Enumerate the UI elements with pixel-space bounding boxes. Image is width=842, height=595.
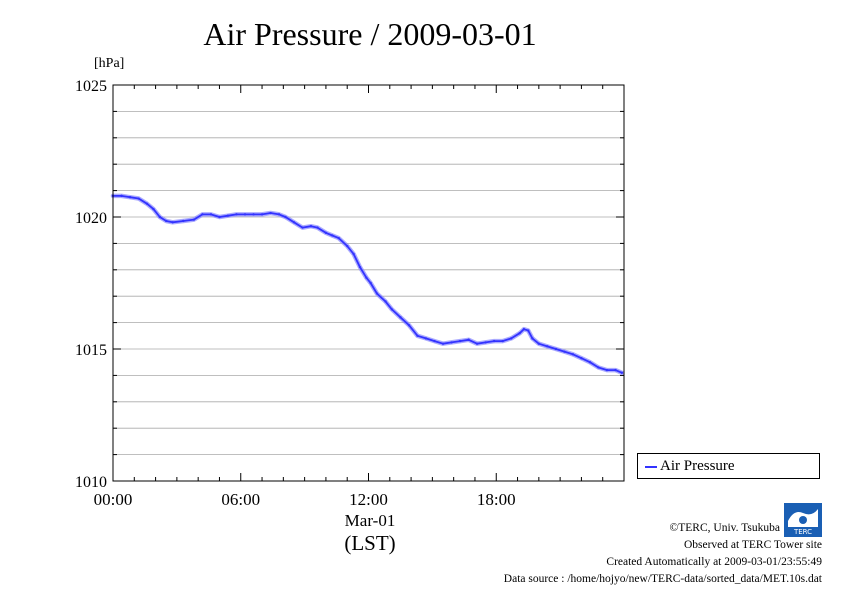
logo-text: TERC <box>793 528 812 536</box>
legend-line-swatch <box>645 466 657 468</box>
footer-created-time: Created Automatically at 2009-03-01/23:5… <box>606 556 822 568</box>
data-point <box>399 316 402 319</box>
data-point <box>416 334 419 337</box>
x-tick-label: 18:00 <box>477 490 516 509</box>
data-point <box>597 366 600 369</box>
data-point <box>620 371 624 374</box>
data-point <box>580 357 583 360</box>
data-point <box>509 337 513 340</box>
data-point <box>441 342 445 345</box>
y-axis-unit-label: [hPa] <box>94 56 125 71</box>
data-point <box>171 221 174 224</box>
data-point <box>484 341 487 344</box>
data-point <box>358 265 362 269</box>
data-point <box>563 350 566 353</box>
data-point <box>365 276 368 279</box>
data-point <box>331 234 334 237</box>
data-point <box>292 221 296 224</box>
x-tick-label: 12:00 <box>349 490 388 509</box>
footer-data-source: Data source : /home/hojyo/new/TERC-data/… <box>503 573 822 585</box>
y-tick-label: 1025 <box>75 78 107 95</box>
data-point <box>277 213 281 216</box>
y-tick-label: 1020 <box>75 210 107 227</box>
data-point <box>243 213 247 216</box>
data-point <box>467 338 470 341</box>
data-point <box>526 329 530 332</box>
data-point <box>475 342 479 345</box>
plot-frame <box>112 84 625 482</box>
tick-labels: 1010 1015 1020 1025 00:00 06:00 12:00 18:00 <box>75 78 516 509</box>
data-point <box>537 342 541 345</box>
data-point <box>458 339 462 343</box>
data-point <box>201 213 204 216</box>
data-point <box>316 226 319 229</box>
legend: Air Pressure <box>637 453 820 479</box>
data-point <box>390 308 394 311</box>
data-point <box>324 231 328 235</box>
data-point <box>614 368 617 372</box>
data-point <box>588 361 592 364</box>
data-point <box>309 225 313 228</box>
x-tick-label: 00:00 <box>94 490 133 509</box>
data-point <box>346 244 349 248</box>
data-point <box>492 339 496 343</box>
data-point <box>522 328 526 331</box>
data-point <box>137 197 140 200</box>
data-point <box>209 213 213 216</box>
data-point <box>571 353 575 356</box>
series-line-air-pressure <box>112 194 623 374</box>
footer-copyright: ©TERC, Univ. Tsukuba <box>669 522 780 534</box>
data-point <box>375 292 379 295</box>
data-point <box>145 202 149 205</box>
y-tick-label: 1015 <box>75 342 107 359</box>
data-point <box>531 337 534 340</box>
data-point <box>352 252 355 256</box>
data-point <box>301 226 304 229</box>
data-point <box>554 347 558 351</box>
data-point <box>128 196 132 199</box>
legend-label: Air Pressure <box>660 458 735 474</box>
x-axis-date-label: Mar-01 <box>344 511 396 530</box>
data-point <box>226 214 230 217</box>
data-point <box>152 207 155 211</box>
data-point <box>369 281 372 285</box>
data-point <box>192 218 196 221</box>
data-point <box>518 331 521 335</box>
data-point <box>284 215 287 219</box>
data-point <box>407 324 411 327</box>
data-point <box>384 300 387 303</box>
data-point <box>165 219 168 223</box>
data-point <box>337 236 340 240</box>
data-point <box>269 211 272 215</box>
data-point <box>450 341 453 344</box>
data-point <box>235 213 238 216</box>
data-point <box>158 215 162 219</box>
x-axis-timezone-label: (LST) <box>344 531 396 555</box>
series-layer <box>110 193 625 376</box>
data-point <box>433 339 436 343</box>
data-point <box>218 215 221 219</box>
data-point <box>120 194 123 198</box>
data-point <box>546 345 549 348</box>
chart-title: Air Pressure / 2009-03-01 <box>203 16 537 52</box>
terc-logo-icon: TERC <box>784 503 822 537</box>
data-point <box>182 219 185 223</box>
data-point <box>424 337 428 340</box>
data-point <box>260 213 264 216</box>
footer-observed-site: Observed at TERC Tower site <box>683 539 822 551</box>
y-tick-label: 1010 <box>75 474 107 491</box>
data-point <box>605 368 609 372</box>
data-point <box>252 213 255 216</box>
data-point <box>501 339 504 343</box>
x-tick-label: 06:00 <box>221 490 260 509</box>
